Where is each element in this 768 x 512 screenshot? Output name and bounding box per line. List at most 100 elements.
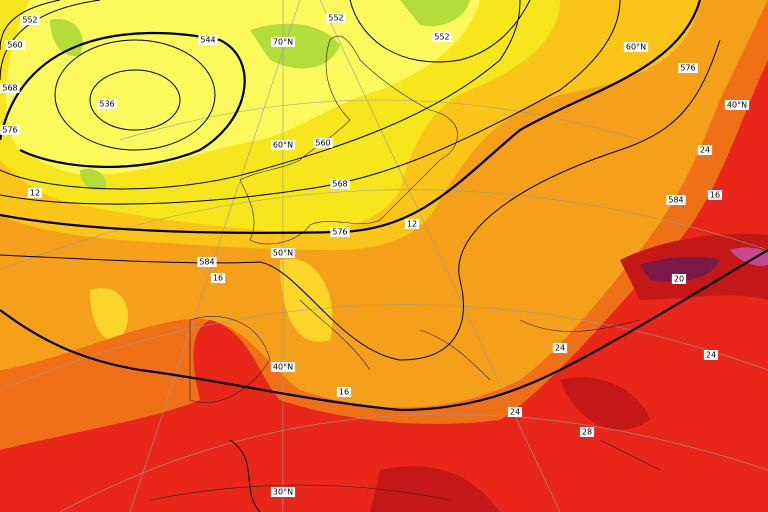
contour-label-text: 552 (434, 33, 449, 42)
contour-label-box (507, 407, 523, 417)
contour-line (229, 439, 261, 512)
contour-label: 12 (404, 219, 420, 229)
latitude-label-box (724, 100, 750, 110)
contour-label: 536 (97, 99, 117, 109)
latitude-label: 60°N (270, 140, 296, 150)
contour-label-box (678, 63, 698, 73)
contour-label-text: 20 (674, 275, 684, 284)
contour-label: 544 (198, 35, 218, 45)
contour-label: 12 (27, 188, 43, 198)
contour-label-text: 544 (200, 36, 215, 45)
contour-label-text: 584 (199, 258, 214, 267)
contour-label-box (432, 32, 452, 42)
contour-label: 16 (210, 273, 226, 283)
graticule-line (119, 99, 641, 141)
contour-label-box (703, 350, 719, 360)
field-magenta (730, 247, 768, 266)
latitude-label-box (270, 37, 296, 47)
contour-label-text: 584 (668, 196, 683, 205)
contour-label-text: 24 (510, 408, 520, 417)
coastlines (149, 35, 661, 501)
latitude-label-text: 60°N (273, 141, 293, 150)
contour-label-box (671, 274, 687, 284)
contour-label: 552 (326, 13, 346, 23)
latitude-label-box (270, 487, 296, 497)
contour-label-text: 552 (22, 16, 37, 25)
contour-label-text: 552 (328, 14, 343, 23)
field-green (50, 0, 470, 191)
contour-label-text: 536 (99, 100, 114, 109)
latitude-label-text: 30°N (273, 488, 293, 497)
contour-label-text: 568 (332, 180, 347, 189)
contour-label-text: 16 (710, 191, 720, 200)
field-yellow-patch (90, 258, 333, 342)
contour-line (0, 0, 702, 234)
latitude-label: 50°N (270, 248, 296, 258)
labels: 552 560 568 576 12 544 536 552 552 576 24 560 568 576… (0, 13, 750, 497)
contour-label-box (579, 427, 595, 437)
graticule-line (0, 304, 768, 391)
contour-label-box (336, 387, 352, 397)
contour-label-text: 560 (7, 41, 22, 50)
contour-label: 576 (678, 63, 698, 73)
contour-label-box (210, 273, 226, 283)
contour-label-box (552, 343, 568, 353)
graticule-line (59, 413, 768, 512)
contour-line (54, 39, 216, 151)
contour-label: 20 (671, 274, 687, 284)
contour-line (0, 249, 768, 412)
latitude-label: 60°N (623, 42, 649, 52)
contour-label-text: 24 (706, 351, 716, 360)
contour-label-text: 576 (680, 64, 695, 73)
contour-label-text: 24 (555, 344, 565, 353)
contour-label-box (0, 125, 20, 135)
contour-label-box (313, 138, 333, 148)
contour-label-text: 576 (2, 126, 17, 135)
contour-label: 24 (507, 407, 523, 417)
contour-label: 568 (330, 179, 350, 189)
contour-label: 16 (707, 190, 723, 200)
contour-label-box (404, 219, 420, 229)
contour-label-text: 576 (332, 228, 347, 237)
field-dark-red (370, 233, 768, 512)
contour-label-box (330, 227, 350, 237)
contour-line (0, 0, 101, 81)
latitude-label-box (623, 42, 649, 52)
field-purple (640, 256, 720, 282)
contour-label-box (5, 40, 25, 50)
contour-label: 28 (579, 427, 595, 437)
contour-label-box (97, 99, 117, 109)
contour-label: 568 (0, 83, 20, 93)
graticule-line (129, 0, 301, 512)
latitude-label-text: 50°N (273, 249, 293, 258)
graticule-line (319, 0, 561, 512)
coastline (149, 299, 661, 501)
contour-label: 24 (697, 145, 713, 155)
contour-label-box (198, 35, 218, 45)
contour-label-text: 560 (315, 139, 330, 148)
contour-label-text: 28 (582, 428, 592, 437)
contour-label-text: 16 (339, 388, 349, 397)
latitude-label-box (270, 248, 296, 258)
latitude-label-text: 40°N (273, 363, 293, 372)
latitude-label-text: 70°N (273, 38, 293, 47)
latitude-label: 70°N (270, 37, 296, 47)
contour-line (89, 69, 181, 131)
contour-label: 24 (703, 350, 719, 360)
contour-label: 576 (330, 227, 350, 237)
graticule-line (0, 189, 768, 271)
contour-label: 584 (666, 195, 686, 205)
contour-label: 584 (197, 257, 217, 267)
contour-label: 24 (552, 343, 568, 353)
contour-label: 576 (0, 125, 20, 135)
latitude-label-text: 40°N (727, 101, 747, 110)
contour-label: 560 (5, 40, 25, 50)
contour-line (0, 0, 521, 190)
contour-line (0, 31, 246, 168)
contour-label-box (20, 15, 40, 25)
latitude-label-text: 60°N (626, 43, 646, 52)
